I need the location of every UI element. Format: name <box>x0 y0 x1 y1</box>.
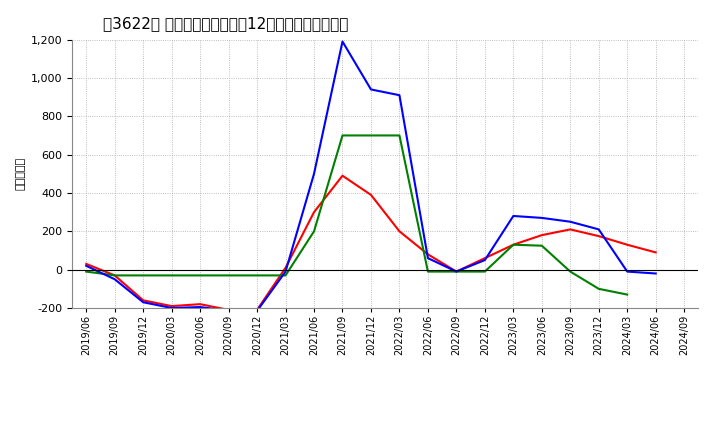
フリーCF <box>225 308 233 314</box>
Legend: 営業CF, 投資CF, フリーCF: 営業CF, 投資CF, フリーCF <box>243 435 528 440</box>
フリーCF <box>82 263 91 268</box>
投資CF <box>366 133 375 138</box>
フリーCF <box>253 308 261 314</box>
投資CF <box>480 269 489 274</box>
営業CF <box>652 250 660 255</box>
営業CF <box>82 261 91 267</box>
営業CF <box>282 265 290 270</box>
フリーCF <box>652 271 660 276</box>
Y-axis label: （百万円）: （百万円） <box>15 157 25 191</box>
Line: 投資CF: 投資CF <box>86 136 627 295</box>
営業CF <box>253 307 261 312</box>
フリーCF <box>566 219 575 224</box>
投資CF <box>310 229 318 234</box>
フリーCF <box>310 171 318 176</box>
投資CF <box>110 273 119 278</box>
営業CF <box>139 298 148 303</box>
フリーCF <box>423 256 432 261</box>
営業CF <box>366 192 375 198</box>
投資CF <box>225 273 233 278</box>
フリーCF <box>623 269 631 274</box>
投資CF <box>253 273 261 278</box>
営業CF <box>310 209 318 215</box>
営業CF <box>509 242 518 247</box>
営業CF <box>452 269 461 274</box>
投資CF <box>82 269 91 274</box>
営業CF <box>110 273 119 278</box>
フリーCF <box>196 304 204 310</box>
フリーCF <box>395 92 404 98</box>
投資CF <box>395 133 404 138</box>
投資CF <box>282 273 290 278</box>
フリーCF <box>167 305 176 311</box>
営業CF <box>423 252 432 257</box>
投資CF <box>509 242 518 247</box>
投資CF <box>566 269 575 274</box>
投資CF <box>139 273 148 278</box>
営業CF <box>623 242 631 247</box>
投資CF <box>595 286 603 291</box>
投資CF <box>167 273 176 278</box>
営業CF <box>225 307 233 312</box>
Line: フリーCF: フリーCF <box>86 41 656 311</box>
フリーCF <box>139 300 148 305</box>
営業CF <box>395 229 404 234</box>
フリーCF <box>110 277 119 282</box>
フリーCF <box>480 257 489 263</box>
フリーCF <box>509 213 518 219</box>
営業CF <box>566 227 575 232</box>
営業CF <box>537 232 546 238</box>
投資CF <box>423 269 432 274</box>
投資CF <box>537 243 546 248</box>
フリーCF <box>366 87 375 92</box>
フリーCF <box>452 269 461 274</box>
投資CF <box>196 273 204 278</box>
Line: 営業CF: 営業CF <box>86 176 656 310</box>
フリーCF <box>537 215 546 220</box>
Text: 【3622】 キャッシュフローの12か月移動合計の推移: 【3622】 キャッシュフローの12か月移動合計の推移 <box>104 16 348 32</box>
営業CF <box>338 173 347 178</box>
営業CF <box>595 234 603 239</box>
フリーCF <box>282 269 290 274</box>
フリーCF <box>338 39 347 44</box>
営業CF <box>167 304 176 309</box>
投資CF <box>623 292 631 297</box>
フリーCF <box>595 227 603 232</box>
投資CF <box>452 269 461 274</box>
営業CF <box>480 256 489 261</box>
投資CF <box>338 133 347 138</box>
営業CF <box>196 301 204 307</box>
